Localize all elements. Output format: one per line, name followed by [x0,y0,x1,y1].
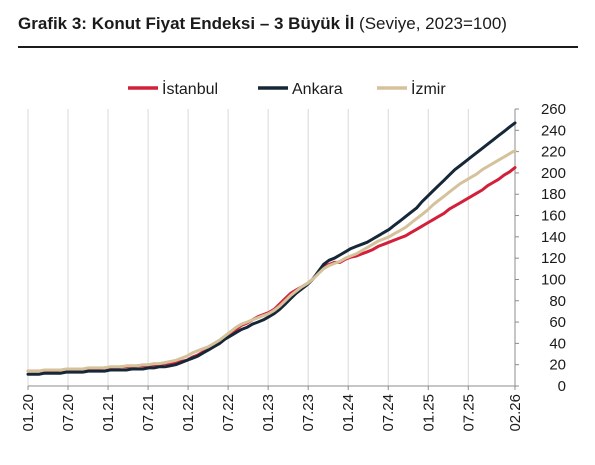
x-tick-label: 07.24 [380,394,397,432]
y-tick-label: 80 [549,293,566,310]
legend-label: Ankara [292,81,343,98]
x-tick-label: 07.25 [460,394,477,432]
y-tick-label: 120 [541,250,566,267]
x-tick-label: 07.23 [300,394,317,432]
y-tick-label: 260 [541,101,566,118]
y-tick-label: 40 [549,335,566,352]
x-tick-label: 01.23 [260,394,277,432]
series-lines [26,121,517,376]
y-tick-label: 200 [541,165,566,182]
chart-title-bold: Grafik 3: Konut Fiyat Endeksi – 3 Büyük … [18,14,355,33]
x-tick-label: 01.22 [180,394,197,432]
x-tick-label: 01.21 [100,394,117,432]
title-underline [18,46,578,48]
y-tick-label: 140 [541,229,566,246]
y-tick-label: 60 [549,314,566,331]
chart-title: Grafik 3: Konut Fiyat Endeksi – 3 Büyük … [18,14,578,34]
y-tick-label: 100 [541,271,566,288]
axes: 0 20 40 60 80 100 120 140 160 180 200 220 240 260 01.2… [20,101,566,432]
y-tick-label: 180 [541,186,566,203]
x-tick-label: 02.26 [507,394,524,432]
y-tick-label: 20 [549,357,566,374]
y-tick-label: 160 [541,208,566,225]
x-tick-label: 07.21 [140,394,157,432]
y-tick-label: 240 [541,122,566,139]
y-tick-label: 0 [558,378,566,395]
legend: İstanbul Ankara İzmir [128,79,446,98]
x-tick-label: 01.25 [420,394,437,432]
series-line [26,149,517,373]
x-tick-label: 01.20 [20,394,37,432]
legend-label: İstanbul [162,79,218,98]
x-tick-label: 07.22 [220,394,237,432]
x-tick-label: 07.20 [60,394,77,432]
grid-lines [27,109,516,386]
x-tick-label: 01.24 [340,394,357,432]
y-tick-label: 220 [541,144,566,161]
series-line [26,121,517,376]
chart-title-subtitle: (Seviye, 2023=100) [354,14,507,33]
legend-label: İzmir [411,79,446,98]
